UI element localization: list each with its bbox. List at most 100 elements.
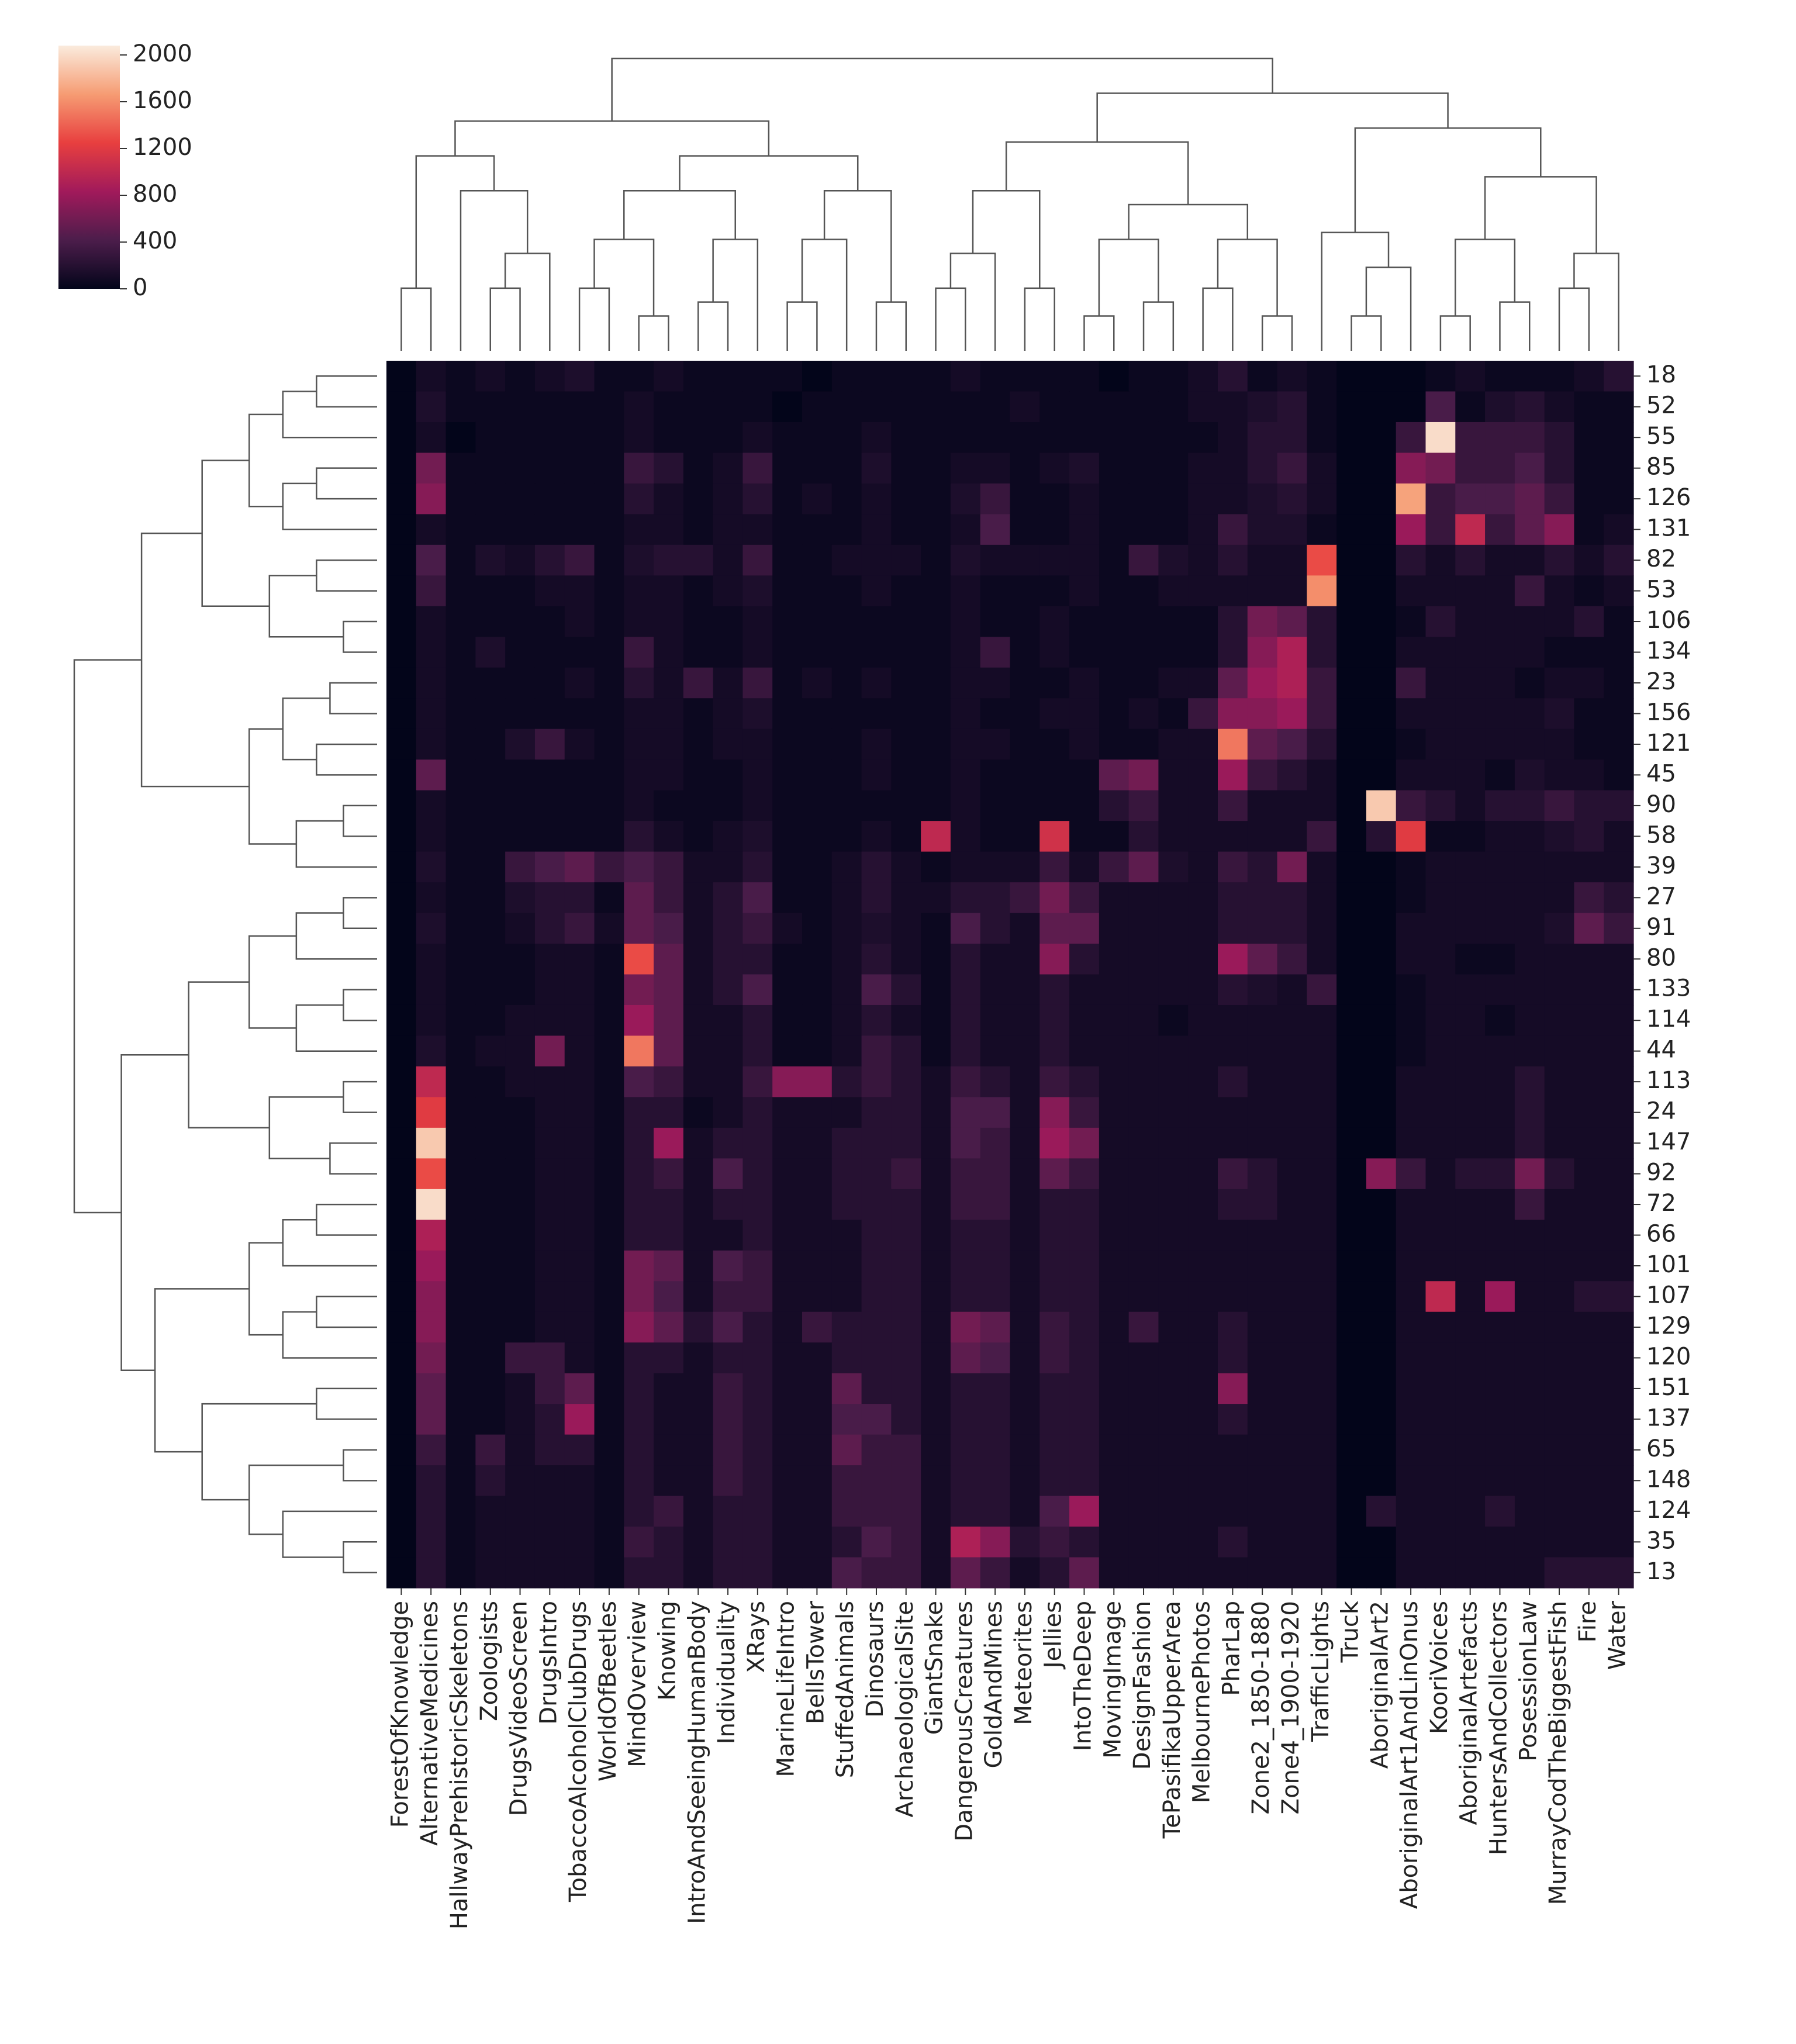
heat-cell — [950, 606, 981, 637]
heat-cell — [1247, 1189, 1278, 1220]
heat-cell — [1188, 821, 1218, 852]
heat-cell — [1158, 514, 1189, 545]
heat-cell — [831, 1220, 862, 1251]
heat-cell — [534, 1373, 565, 1404]
heat-cell — [624, 1465, 654, 1497]
heat-cell — [1039, 391, 1070, 423]
heat-cell — [475, 1004, 506, 1037]
x-tick-label: AlternativeMedicines — [416, 1601, 443, 1846]
heat-cell — [1604, 882, 1634, 914]
heat-cell — [1039, 728, 1070, 760]
heat-cell — [1366, 882, 1397, 914]
heat-cell — [921, 1434, 951, 1466]
heat-cell — [1039, 453, 1070, 484]
heat-cell — [1307, 1004, 1337, 1037]
heat-cell — [1218, 1342, 1248, 1374]
heat-cell — [416, 790, 447, 821]
heat-cell — [1039, 361, 1070, 392]
heat-cell — [1010, 1035, 1040, 1067]
heat-cell — [1544, 422, 1575, 454]
heat-cell — [445, 1434, 476, 1466]
heat-cell — [980, 1127, 1011, 1159]
heat-cell — [1544, 1465, 1575, 1497]
heat-cell — [1307, 514, 1337, 545]
heat-cell — [416, 483, 447, 515]
heat-cell — [1366, 1220, 1397, 1251]
y-tick-label: 58 — [1646, 821, 1676, 848]
x-tick-label: Truck — [1337, 1600, 1364, 1663]
heat-cell — [1247, 453, 1278, 484]
heat-cell — [1604, 637, 1634, 668]
heat-cell — [683, 1004, 714, 1037]
heat-cell — [1425, 575, 1456, 607]
heat-cell — [1247, 575, 1278, 607]
heat-cell — [683, 1465, 714, 1497]
heat-cell — [534, 1250, 565, 1282]
colorbar-tick-label: 2000 — [133, 40, 192, 67]
heat-cell — [1128, 575, 1159, 607]
heat-cell — [1158, 944, 1189, 975]
heat-cell — [1218, 483, 1248, 515]
heat-cell — [742, 1220, 773, 1251]
heat-cell — [416, 422, 447, 454]
heat-cell — [1307, 1035, 1337, 1067]
heat-cell — [802, 698, 833, 730]
heat-cell — [1218, 821, 1248, 852]
heat-cell — [534, 1127, 565, 1159]
heat-cell — [1247, 728, 1278, 760]
heat-cell — [1544, 944, 1575, 975]
heat-cell — [831, 483, 862, 515]
heat-cell — [831, 882, 862, 914]
heat-cell — [445, 1311, 476, 1343]
heat-cell — [1425, 361, 1456, 392]
heat-cell — [1604, 575, 1634, 607]
heat-cell — [624, 1158, 654, 1190]
x-tick-label: HallwayPrehistoricSkeletons — [446, 1601, 473, 1929]
heat-cell — [891, 821, 921, 852]
heat-cell — [891, 606, 921, 637]
heat-cell — [1336, 483, 1367, 515]
heat-cell — [831, 1127, 862, 1159]
heat-cell — [654, 1342, 684, 1374]
heat-cell — [1514, 1004, 1545, 1037]
heat-cell — [742, 514, 773, 545]
heat-cell — [802, 1311, 833, 1343]
heat-cell — [861, 1342, 892, 1374]
heat-cell — [594, 759, 624, 791]
heat-cell — [1099, 851, 1130, 883]
heat-cell — [1039, 1035, 1070, 1067]
heat-cell — [1247, 913, 1278, 944]
heat-cell — [831, 1527, 862, 1558]
heat-cell — [1366, 698, 1397, 730]
heat-cell — [1336, 1004, 1367, 1037]
heat-cell — [1307, 575, 1337, 607]
heat-cell — [624, 913, 654, 944]
heat-cell — [1099, 728, 1130, 760]
heat-cell — [1574, 1557, 1604, 1589]
heat-cell — [921, 544, 951, 576]
heat-cell — [445, 1342, 476, 1374]
heat-cell — [1099, 1189, 1130, 1220]
heat-cell — [1010, 483, 1040, 515]
heat-cell — [1247, 1311, 1278, 1343]
heat-cell — [1544, 698, 1575, 730]
heat-cell — [1425, 1097, 1456, 1128]
heat-cell — [475, 944, 506, 975]
heat-cell — [831, 422, 862, 454]
heat-cell — [505, 1404, 536, 1435]
heat-cell — [624, 575, 654, 607]
heat-cell — [654, 974, 684, 1006]
heat-cell — [416, 544, 447, 576]
heat-cell — [1039, 1158, 1070, 1190]
heat-cell — [1247, 790, 1278, 821]
y-tick-label: 39 — [1646, 852, 1676, 879]
heat-cell — [1396, 1311, 1427, 1343]
heat-cell — [713, 974, 744, 1006]
y-tick-label: 120 — [1646, 1343, 1691, 1370]
heat-cell — [416, 453, 447, 484]
heat-cell — [416, 821, 447, 852]
heat-cell — [1010, 453, 1040, 484]
heat-cell — [772, 514, 803, 545]
heat-cell — [445, 1404, 476, 1435]
heat-cell — [1485, 514, 1515, 545]
